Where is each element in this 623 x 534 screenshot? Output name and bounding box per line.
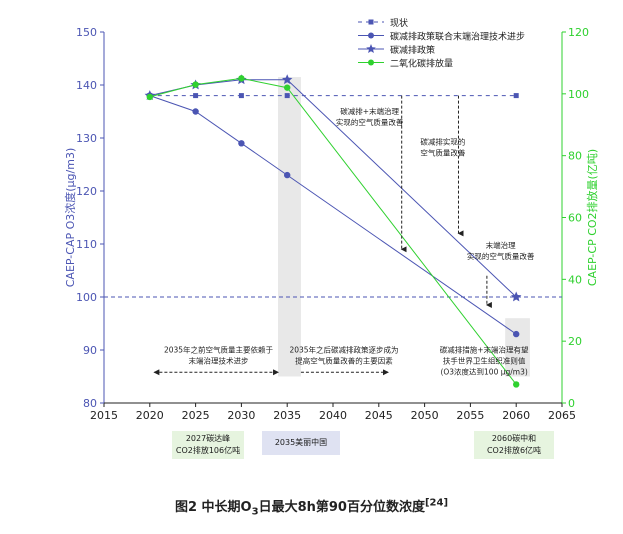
series-marker-2 [511,291,522,302]
series-marker-0 [193,93,199,99]
milestone-2035-label: 2035美丽中国 [274,438,328,447]
legend-label-2: 碳减排政策 [390,44,435,56]
annot-3-line0: 末端治理 [486,240,516,250]
series-marker-3 [238,75,245,82]
band-2060 [505,318,530,377]
band-2035 [278,77,301,377]
series-marker-0 [284,93,290,99]
y-left-tick-label: 80 [83,397,97,410]
caption-prefix: 图2 中长期O [174,500,252,515]
x-tick-label: 2030 [227,409,255,422]
annot-4-line0: 碳减排措施+末端治理有望 [440,345,529,355]
x-tick-label: 2055 [456,409,484,422]
series-marker-3 [513,381,520,388]
milestone-2060-line2: CO2排放6亿吨 [486,446,542,455]
annot-1-line0: 碳减排+末端治理 [340,106,399,116]
annot-4-line1: 扶手世界卫生组织准则值 [443,356,526,366]
x-tick-label: 2025 [182,409,210,422]
milestone-2060: 2060碳中和 CO2排放6亿吨 [474,431,554,459]
annot-left-period-line0: 2035年之前空气质量主要依赖于 [164,345,274,355]
x-tick-label: 2035 [273,409,301,422]
y-left-tick-label: 140 [76,79,97,92]
series-marker-1 [284,171,291,179]
series-marker-3 [284,84,291,91]
annot-3-line1: 实现的空气质量改善 [467,251,535,261]
legend-marker-3 [368,59,374,66]
series-line-1 [149,95,517,335]
series-marker-0 [513,93,519,99]
annot-2-line1: 空气质量改善 [420,147,465,157]
x-tick-label: 2060 [502,409,530,422]
caption-ref: [24] [424,497,449,509]
series-marker-1 [513,330,520,338]
caption-sub: 3 [251,506,259,518]
y-left-axis-label: CAEP-CAP O3浓度(μg/m3) [63,148,77,288]
x-tick-label: 2045 [365,409,393,422]
annot-right-period-line0: 2035年之后碳减排政策逐步成为 [289,345,398,355]
y-left-tick-label: 90 [83,344,97,357]
y-right-tick-label: 120 [568,26,589,39]
y-left-tick-label: 120 [76,185,97,198]
annot-4-line2: (O3浓度达到100 μg/m3) [440,367,527,377]
legend-marker-2 [366,44,376,53]
milestone-2035: 2035美丽中国 [262,431,340,455]
series-marker-2 [282,74,293,85]
y-left-tick-label: 110 [76,238,97,251]
series-marker-1 [192,108,199,115]
y-right-tick-label: 100 [568,88,589,101]
series-marker-1 [238,140,245,147]
legend-label-3: 二氧化碳排放量 [390,58,453,70]
series-marker-3 [192,81,199,88]
y-right-tick-label: 0 [568,397,575,410]
legend-label-1: 碳减排政策联合末端治理技术进步 [390,31,525,43]
x-tick-label: 2020 [136,409,164,422]
x-tick-label: 2050 [411,409,439,422]
y-left-tick-label: 130 [76,132,97,145]
milestone-2027-line1: 2027碳达峰 [185,434,231,443]
legend-label-0: 现状 [390,17,408,29]
caption-suffix: 日最大8h第90百分位数浓度 [258,500,425,515]
annot-left-period-line1: 末端治理技术进步 [189,356,249,366]
annot-1-line1: 实现的空气质量改善 [336,117,404,127]
legend-marker-1 [368,32,374,39]
y-right-tick-label: 40 [568,273,582,286]
y-right-axis-label: CAEP-CP CO2排放量(亿吨) [585,149,599,286]
annot-right-period-line1: 提高空气质量改善的主要因素 [295,356,393,366]
annot-2-line0: 碳减排实现的 [420,136,465,146]
series-marker-0 [238,93,244,99]
series-marker-3 [146,93,153,101]
milestone-2027-line2: CO2排放106亿吨 [175,446,241,455]
series-line-3 [149,77,517,385]
y-right-tick-label: 80 [568,150,582,163]
y-left-tick-label: 150 [76,26,97,39]
legend-marker-0 [368,19,374,25]
x-tick-label: 2040 [319,409,347,422]
x-tick-label: 2015 [90,409,118,422]
figure-caption: 图2 中长期O3日最大8h第90百分位数浓度[24] [0,496,623,518]
x-tick-label: 2065 [548,409,576,422]
milestone-2027: 2027碳达峰 CO2排放106亿吨 [172,431,244,459]
y-left-tick-label: 100 [76,291,97,304]
y-right-tick-label: 60 [568,212,582,225]
milestone-2060-line1: 2060碳中和 [491,434,537,443]
series-line-2 [149,79,517,298]
y-right-tick-label: 20 [568,335,582,348]
